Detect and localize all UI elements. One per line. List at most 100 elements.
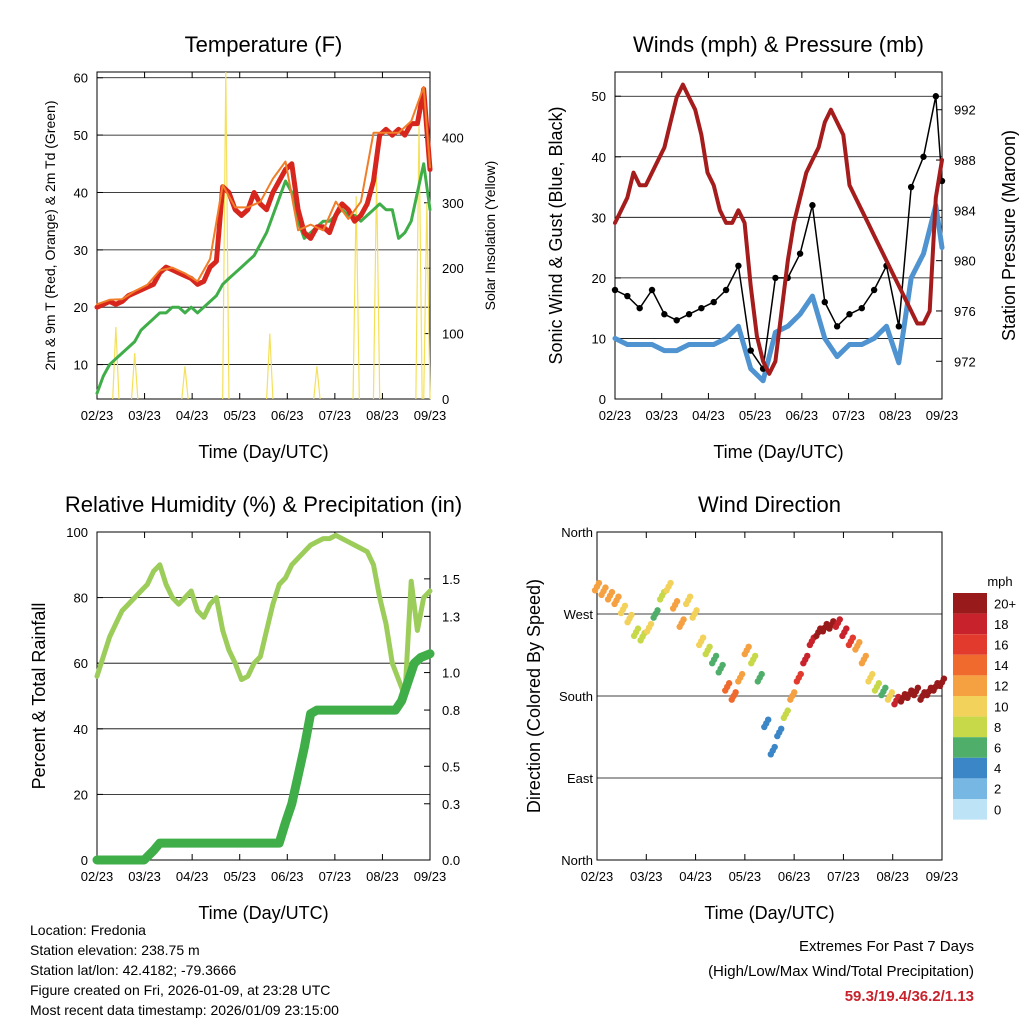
- extremes-values: 59.3/19.4/36.2/1.13: [844, 988, 974, 1005]
- created-text: Figure created on Fri, 2026-01-09, at 23…: [30, 982, 331, 998]
- direction-point: [725, 680, 733, 687]
- winds-y-tick-label: 10: [592, 331, 606, 346]
- winds-x-tick-label: 03/23: [645, 408, 678, 423]
- wind-speed-line: [612, 202, 945, 384]
- winds-x-tick-label: 02/23: [599, 408, 632, 423]
- direction-point: [771, 743, 778, 751]
- solar-spike: [423, 202, 431, 400]
- temperature-x-tick-label: 07/23: [319, 408, 352, 423]
- winds-x-tick-label: 09/23: [926, 408, 959, 423]
- winds-y-tick-label: 40: [592, 150, 606, 165]
- humidity-x-tick-label: 08/23: [366, 869, 399, 884]
- direction-point: [673, 598, 681, 605]
- winds-title: Winds (mph) & Pressure (mb): [633, 32, 924, 57]
- direction-point: [693, 607, 700, 614]
- temperature-y-tick-label: 40: [74, 185, 88, 200]
- direction-point: [940, 675, 948, 682]
- direction-y-tick-label: East: [567, 771, 593, 786]
- temperature-panel: [96, 71, 431, 400]
- winds-y-tick-label: 30: [592, 210, 606, 225]
- humidity-y-axis-label: Percent & Total Rainfall: [29, 603, 49, 790]
- direction-point: [680, 616, 687, 623]
- legend-label: 16: [994, 638, 1008, 653]
- legend-label: 0: [994, 802, 1001, 817]
- humidity-title: Relative Humidity (%) & Precipitation (i…: [65, 492, 462, 517]
- humidity-y2-tick-label: 1.0: [442, 666, 460, 681]
- solar-spike: [222, 71, 230, 400]
- humidity-y-tick-label: 60: [74, 656, 88, 671]
- winds-x-tick-label: 05/23: [739, 408, 772, 423]
- direction-point: [778, 725, 785, 732]
- temperature-x-tick-label: 08/23: [366, 408, 399, 423]
- direction-point: [764, 716, 772, 723]
- station-info: Location: Fredonia Station elevation: 23…: [30, 920, 339, 1020]
- gust-line: [614, 95, 943, 370]
- legend-label: 4: [994, 761, 1001, 776]
- direction-point: [791, 689, 798, 696]
- humidity-x-tick-label: 07/23: [319, 869, 352, 884]
- humidity-x-tick-label: 05/23: [223, 869, 256, 884]
- elevation-text: Station elevation: 238.75 m: [30, 942, 200, 958]
- temperature-y2-tick-label: 400: [442, 130, 464, 145]
- winds-y2-tick-label: 984: [954, 203, 976, 218]
- direction-point: [621, 602, 629, 609]
- direction-point: [706, 643, 713, 650]
- winds-y-tick-label: 50: [592, 89, 606, 104]
- direction-point: [647, 620, 655, 628]
- direction-point: [758, 670, 765, 678]
- temperature-y-tick-label: 50: [74, 128, 88, 143]
- direction-legend-title: mph: [987, 574, 1012, 589]
- dewpoint-line: [95, 162, 432, 395]
- temp-2m-line: [94, 86, 433, 310]
- legend-label: 14: [994, 658, 1008, 673]
- legend-swatch: [953, 696, 987, 717]
- direction-y-axis-label: Direction (Colored By Speed): [524, 579, 544, 813]
- direction-point: [595, 579, 603, 587]
- solar-spike: [181, 366, 189, 400]
- direction-point: [869, 670, 876, 678]
- humidity-x-tick-label: 09/23: [414, 869, 447, 884]
- direction-point: [732, 689, 739, 696]
- humidity-x-tick-label: 06/23: [271, 869, 304, 884]
- winds-x-tick-label: 06/23: [786, 408, 819, 423]
- direction-x-tick-label: 06/23: [778, 869, 811, 884]
- direction-x-tick-label: 05/23: [729, 869, 762, 884]
- humidity-y-tick-label: 0: [81, 853, 88, 868]
- humidity-x-axis-label: Time (Day/UTC): [198, 903, 328, 923]
- legend-swatch: [953, 716, 987, 738]
- direction-point: [738, 670, 746, 678]
- direction-title: Wind Direction: [698, 492, 841, 517]
- direction-y-tick-label: North: [561, 853, 593, 868]
- temperature-plot-frame: [96, 71, 431, 400]
- direction-y-tick-label: West: [564, 607, 594, 622]
- legend-label: 10: [994, 699, 1008, 714]
- direction-x-tick-label: 07/23: [827, 869, 860, 884]
- direction-y-tick-label: South: [559, 689, 593, 704]
- legend-swatch: [953, 799, 987, 820]
- legend-swatch: [953, 634, 987, 655]
- winds-x-axis-label: Time (Day/UTC): [713, 442, 843, 462]
- direction-point: [745, 643, 752, 650]
- direction-point: [686, 593, 694, 600]
- solar-spike: [112, 327, 120, 400]
- winds-y-tick-label: 0: [599, 392, 606, 407]
- winds-x-tick-label: 07/23: [832, 408, 865, 423]
- temperature-x-tick-label: 04/23: [176, 408, 209, 423]
- legend-label: 12: [994, 679, 1008, 694]
- legend-label: 2: [994, 782, 1001, 797]
- legend-label: 20+: [994, 596, 1016, 611]
- direction-x-tick-label: 09/23: [926, 869, 959, 884]
- winds-x-tick-label: 08/23: [879, 408, 912, 423]
- solar-spike: [352, 196, 360, 400]
- temperature-y2-tick-label: 100: [442, 327, 464, 342]
- humidity-y2-tick-label: 1.3: [442, 609, 460, 624]
- legend-swatch: [953, 757, 987, 779]
- rh-line: [94, 532, 433, 699]
- direction-point: [602, 584, 609, 591]
- humidity-y2-tick-label: 0.5: [442, 759, 460, 774]
- direction-point: [843, 625, 850, 632]
- humidity-y2-tick-label: 0.3: [442, 797, 460, 812]
- location-text: Location: Fredonia: [30, 922, 146, 938]
- direction-x-axis-label: Time (Day/UTC): [704, 903, 834, 923]
- pressure-line: [613, 82, 944, 376]
